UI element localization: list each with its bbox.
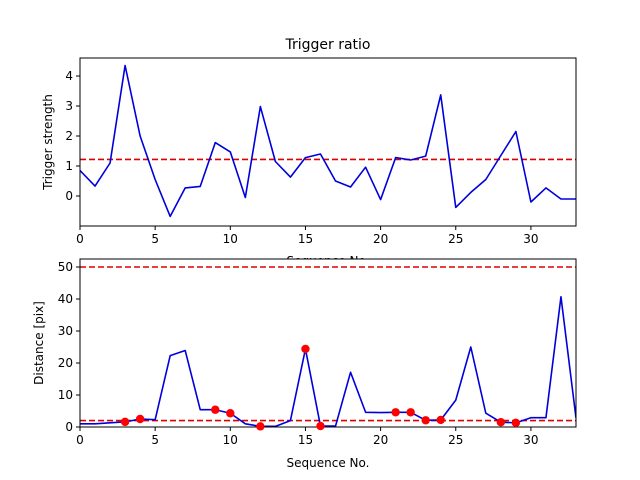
x-tick-label: 30 [523,232,538,246]
x-tick-label: 0 [76,232,84,246]
y-axis-ticks: 0 1 2 3 4 [65,69,80,203]
y-axis-label: Distance [pix] [32,301,46,385]
axes-frame [79,258,577,428]
data-point-marker [211,405,220,414]
x-tick-label: 0 [76,433,84,447]
x-axis-ticks: 0 5 10 15 20 25 30 [76,427,539,447]
x-tick-label: 20 [373,232,388,246]
series-line [80,295,576,427]
y-tick-label: 1 [65,159,73,173]
y-tick-label: 3 [65,99,73,113]
plot-area [80,266,576,427]
x-tick-label: 10 [223,433,238,447]
x-axis-label: Sequence No. [287,456,370,470]
x-tick-label: 15 [298,433,313,447]
x-tick-label: 15 [298,232,313,246]
data-point-marker [436,415,445,425]
data-point-marker [301,344,310,354]
data-point-marker [135,414,145,424]
y-tick-label: 20 [58,356,73,370]
data-point-marker [256,422,265,431]
data-point-marker [120,417,130,427]
data-point-marker [421,416,430,425]
x-tick-label: 5 [151,433,159,447]
data-point-marker [316,421,325,431]
distance-chart: 0 5 10 15 20 25 30 0 10 20 30 40 50 Sequence No. Di… [32,258,577,470]
x-tick-label: 5 [151,232,159,246]
series-line [80,64,576,218]
y-axis-label: Trigger strength [41,94,55,191]
x-tick-label: 25 [448,433,463,447]
y-tick-label: 4 [65,69,73,83]
data-point-marker [391,408,400,417]
x-tick-label: 25 [448,232,463,246]
y-tick-label: 0 [65,420,73,434]
y-axis-ticks: 0 10 20 30 40 50 [58,260,80,434]
x-axis-ticks: 0 5 10 15 20 25 30 [76,226,539,246]
data-point-marker [226,409,235,418]
axes-background [80,259,576,427]
x-tick-label: 30 [523,433,538,447]
data-point-marker [406,408,415,417]
chart-title: Trigger ratio [284,37,370,53]
y-tick-label: 30 [58,324,73,338]
x-tick-label: 10 [223,232,238,246]
y-tick-label: 50 [58,260,73,274]
x-tick-label: 20 [373,433,388,447]
y-tick-label: 10 [58,388,73,402]
axes-frame [79,57,577,227]
plot-area [80,64,576,218]
data-point-marker [496,418,506,427]
y-tick-label: 0 [65,189,73,203]
y-tick-label: 40 [58,292,73,306]
y-tick-label: 2 [65,129,73,143]
data-point-marker [511,418,521,428]
